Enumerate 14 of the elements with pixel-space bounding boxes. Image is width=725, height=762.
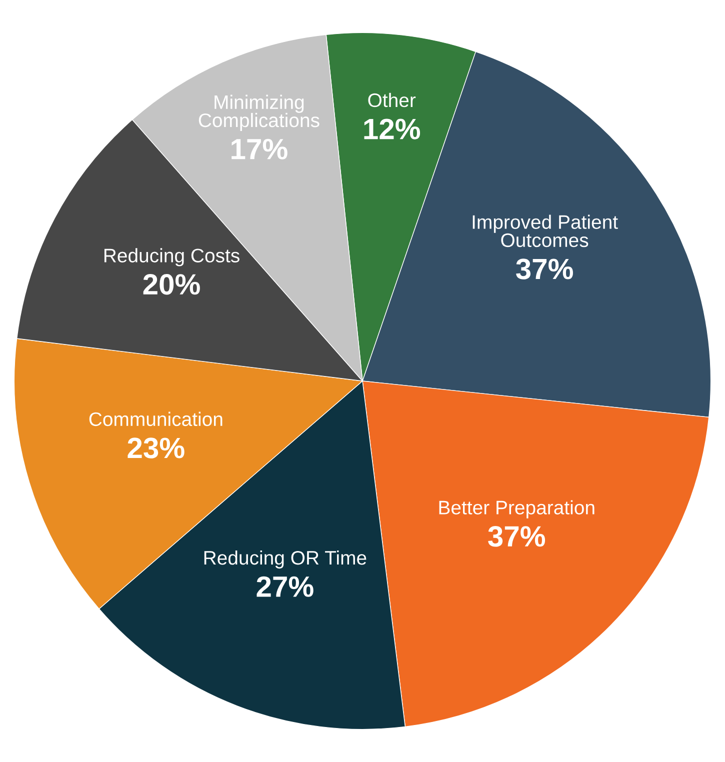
slice-label: Minimizing Complications — [198, 94, 320, 132]
data-label: 20% — [143, 274, 200, 295]
slice-label: Reducing Costs — [104, 248, 240, 266]
slice-label: Better Preparation — [439, 500, 594, 518]
data-label: 17% — [232, 138, 288, 160]
data-label: 37% — [488, 526, 546, 547]
data-label: 23% — [128, 438, 184, 458]
slice-label: Reducing OR Time — [204, 550, 366, 569]
slice-label: Improved Patient Outcomes — [472, 214, 618, 248]
slice-label: Other — [368, 92, 416, 108]
data-label: 27% — [256, 576, 314, 597]
data-label: 37% — [516, 258, 573, 280]
slice-label: Communication — [89, 412, 222, 426]
data-label: 12% — [364, 118, 420, 140]
